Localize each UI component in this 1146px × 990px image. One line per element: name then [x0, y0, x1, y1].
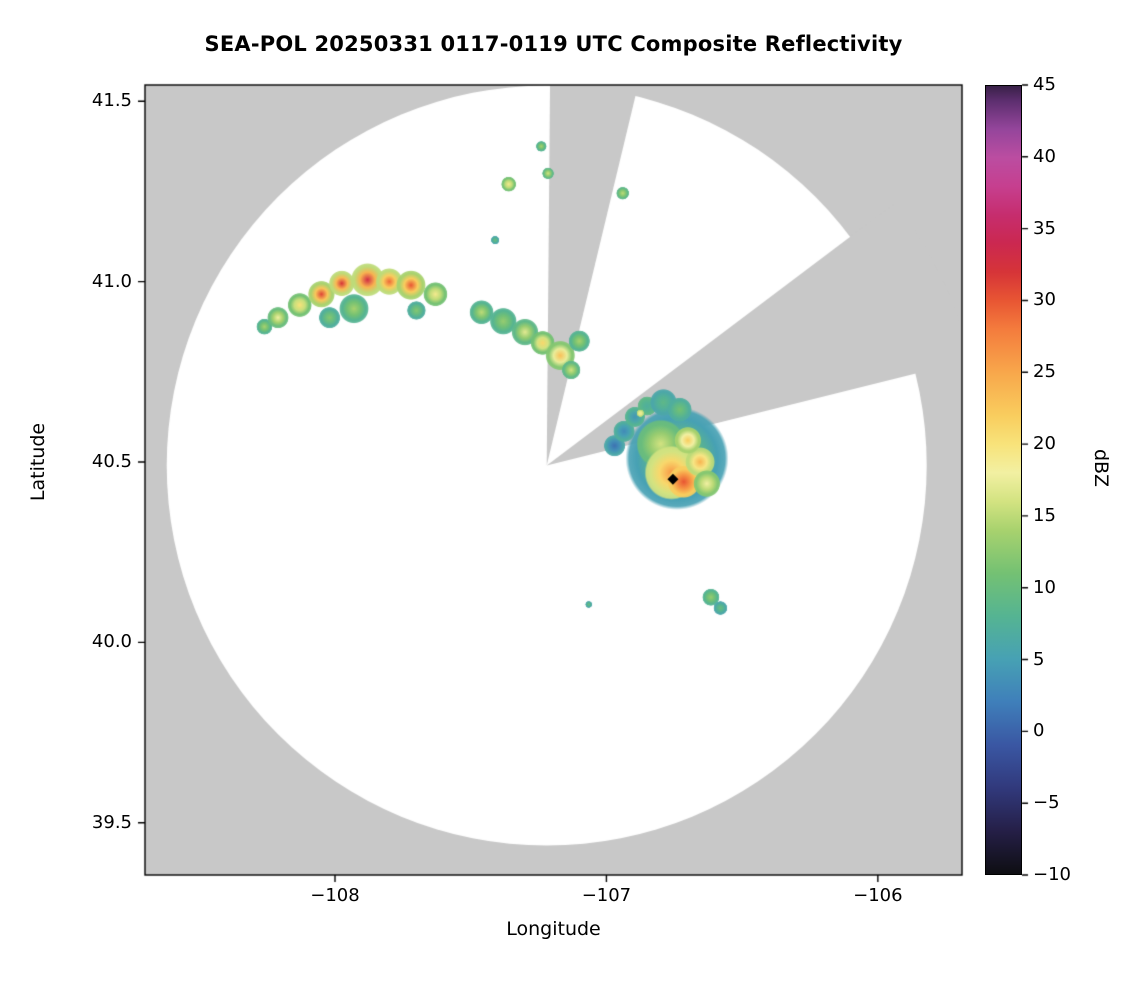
colorbar-gradient — [985, 85, 1022, 875]
y-tick-label: 41.5 — [91, 90, 132, 112]
colorbar-tick-label: 45 — [1033, 74, 1056, 95]
y-tick-label: 40.5 — [91, 450, 132, 472]
colorbar-tick-label: 0 — [1033, 720, 1045, 742]
colorbar-tick-label: 20 — [1033, 433, 1056, 455]
y-tick-label: 41.0 — [91, 270, 132, 292]
colorbar-tick-label: 15 — [1033, 504, 1056, 526]
x-tick-label: −108 — [310, 885, 360, 906]
colorbar-tick-label: 5 — [1033, 648, 1045, 670]
y-axis-label: Latitude — [27, 422, 49, 502]
colorbar-label: dBZ — [1090, 448, 1112, 488]
colorbar-tick-label: 30 — [1033, 289, 1056, 311]
y-tick-label: 40.0 — [91, 631, 132, 653]
colorbar-tick-label: 25 — [1033, 361, 1056, 383]
chart-title: SEA-POL 20250331 0117-0119 UTC Composite… — [204, 32, 903, 56]
x-tick-label: −106 — [853, 885, 903, 906]
colorbar-tick-label: −5 — [1033, 792, 1060, 814]
colorbar-tick-label: −10 — [1033, 864, 1071, 885]
colorbar-tick-label: 40 — [1033, 145, 1056, 167]
colorbar-tick-label: 10 — [1033, 576, 1056, 598]
x-tick-label: −107 — [581, 885, 632, 906]
colorbar-tick-label: 35 — [1033, 217, 1056, 239]
y-tick-label: 39.5 — [91, 811, 132, 833]
x-axis-label: Longitude — [506, 918, 601, 940]
